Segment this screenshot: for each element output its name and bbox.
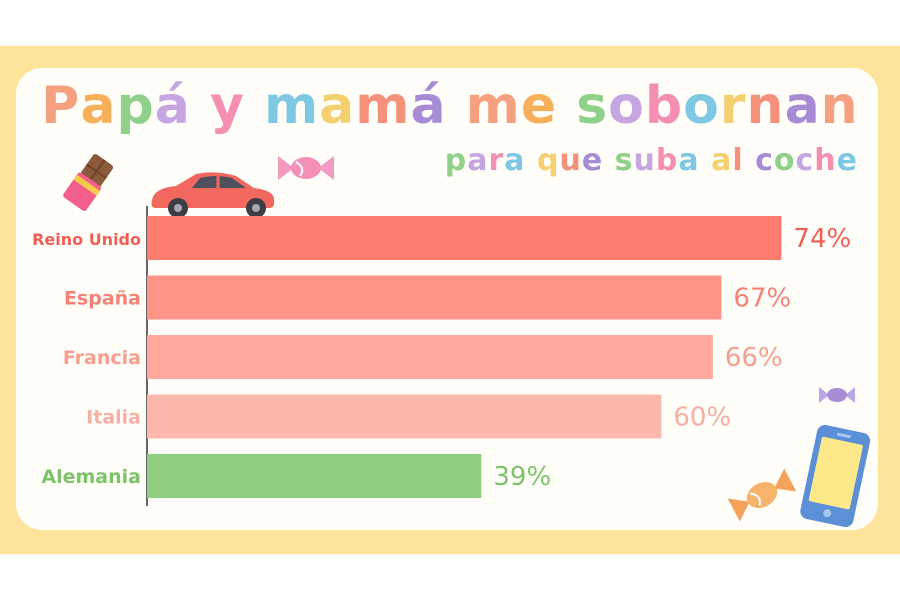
title-letter: e [520,76,558,136]
value-label: 67% [733,284,791,314]
category-label: Alemania [41,466,141,488]
title-letter: á [154,76,191,136]
bar-3 [147,335,713,379]
title-letter: r [719,76,747,136]
title-letter: o [683,76,720,136]
subtitle-letter: a [678,143,700,178]
subtitle-letter: s [614,143,634,178]
subtitle-letter: h [814,143,837,178]
title-letter: m [465,76,521,136]
title-letter: m [355,76,411,136]
category-label: España [64,288,141,310]
value-label: 74% [793,224,851,254]
subtitle-letter: o [773,143,796,178]
chart-title: Papá y mamá me sobornan [0,76,900,136]
subtitle-letter: a [711,143,733,178]
subtitle-letter: p [444,143,468,178]
title-letter: s [576,76,609,136]
title-letter: P [41,76,81,136]
phone-icon [800,424,871,528]
bar-2 [147,275,722,320]
title-letter: á [410,76,447,136]
value-label: 39% [493,462,551,492]
candy-small-icon [819,387,855,403]
car-icon [151,172,274,218]
bar-4 [147,394,662,439]
title-letter: b [644,76,684,136]
title-letter: a [80,76,117,136]
value-label: 66% [725,343,783,373]
category-label: Francia [63,347,141,369]
subtitle-letter: l [732,143,744,178]
title-letter: o [608,76,645,136]
title-letter: n [820,76,859,136]
candy-orange-icon [728,468,796,522]
subtitle-letter: a [467,143,489,178]
subtitle-letter: u [633,143,656,178]
category-label: Italia [86,407,141,429]
subtitle-letter: c [795,143,815,178]
title-letter: p [116,76,155,136]
subtitle-letter: a [504,143,526,178]
bar-1 [147,216,782,260]
subtitle-letter: e [581,143,604,178]
subtitle-letter: b [655,143,679,178]
category-label: Reino Unido [32,230,141,249]
subtitle-letter: c [755,143,774,178]
value-label: 60% [673,403,731,433]
candy-icon [278,156,334,180]
subtitle-letter: q [537,143,560,178]
title-letter: m [263,76,320,136]
subtitle-letter: u [559,143,582,178]
title-letter: a [319,76,356,136]
bar-5 [147,454,482,498]
title-letter: y [209,76,245,136]
chocolate-icon [63,154,114,211]
title-letter: n [746,76,785,136]
chart-subtitle: para que suba al coche [445,143,858,178]
title-letter: a [784,76,821,136]
subtitle-letter: e [836,143,858,178]
subtitle-letter: r [488,143,505,178]
